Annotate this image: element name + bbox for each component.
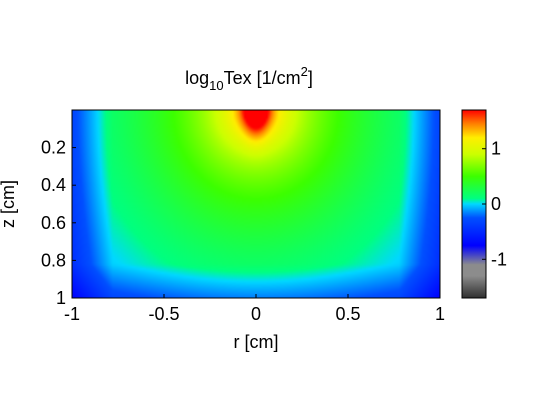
x-tick-label: -1 — [64, 304, 80, 324]
x-tick-label: 0 — [251, 304, 261, 324]
y-axis-label: z [cm] — [0, 180, 18, 228]
chart-title: log10Tex [1/cm2] — [185, 64, 313, 93]
x-axis-label: r [cm] — [234, 332, 279, 352]
colorbar-tick-label: -1 — [491, 249, 507, 269]
y-ticks: 0.2 0.4 0.6 0.8 1 — [41, 138, 76, 308]
title-main: Tex [1/cm — [224, 68, 301, 88]
x-tick-label: 0.5 — [335, 304, 360, 324]
y-tick-label: 0.2 — [41, 138, 66, 158]
colorbar-ticks: -1 0 1 — [482, 139, 507, 269]
heatmap — [72, 110, 440, 298]
colorbar-tick-label: 1 — [491, 139, 501, 159]
x-tick-label: 1 — [435, 304, 445, 324]
title-prefix: log — [185, 68, 209, 88]
x-tick-label: -0.5 — [148, 304, 179, 324]
x-ticks: -1 -0.5 0 0.5 1 — [64, 294, 445, 324]
y-tick-label: 0.6 — [41, 213, 66, 233]
y-tick-label: 1 — [56, 288, 66, 308]
colorbar-tick-label: 0 — [491, 194, 501, 214]
y-tick-label: 0.4 — [41, 175, 66, 195]
title-superscript: 2 — [301, 64, 308, 79]
title-subscript: 10 — [209, 78, 223, 93]
y-tick-label: 0.8 — [41, 250, 66, 270]
title-suffix: ] — [308, 68, 313, 88]
heatmap-image — [72, 110, 440, 298]
